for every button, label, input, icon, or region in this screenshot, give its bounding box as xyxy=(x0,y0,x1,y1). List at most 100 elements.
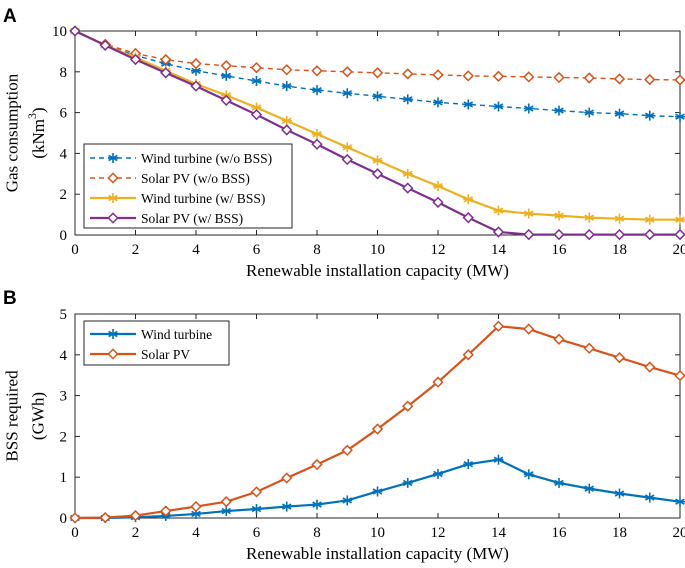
x-tick-label: 0 xyxy=(71,242,79,258)
data-point xyxy=(492,226,505,238)
data-point xyxy=(554,477,564,488)
panel-letter: A xyxy=(3,6,17,27)
x-tick-label: 6 xyxy=(253,525,261,541)
data-point xyxy=(462,70,474,82)
series-line xyxy=(74,30,681,118)
series-solar-pv xyxy=(69,320,685,524)
data-point xyxy=(311,458,323,471)
data-point xyxy=(402,168,413,179)
data-point xyxy=(190,500,202,513)
y-tick-label: 4 xyxy=(60,348,68,364)
data-point xyxy=(220,60,232,72)
data-point xyxy=(584,212,595,223)
data-point xyxy=(644,214,655,225)
data-point xyxy=(675,111,685,122)
data-point xyxy=(402,68,414,80)
x-axis-label: Renewable installation capacity (MW) xyxy=(246,261,509,280)
legend-marker xyxy=(107,212,119,224)
data-point xyxy=(129,53,142,66)
y-tick-label: 2 xyxy=(60,429,68,445)
data-point xyxy=(250,62,263,74)
x-tick-label: 14 xyxy=(491,525,507,541)
data-point xyxy=(492,70,505,82)
data-point xyxy=(675,496,685,507)
data-point xyxy=(492,320,505,332)
x-tick-label: 8 xyxy=(313,242,321,258)
data-point xyxy=(69,512,81,524)
data-point xyxy=(69,25,81,37)
data-point xyxy=(614,108,625,119)
data-point xyxy=(432,196,444,209)
data-point xyxy=(523,323,535,335)
data-point xyxy=(281,81,292,92)
data-point xyxy=(584,107,595,118)
data-point xyxy=(433,181,443,192)
data-point xyxy=(99,39,111,51)
x-tick-label: 2 xyxy=(132,242,140,258)
data-point xyxy=(221,70,232,81)
y-axis-unit: (GWh) xyxy=(29,392,48,440)
data-point xyxy=(674,74,685,86)
legend: Wind turbine (w/o BSS) Solar PV (w/o BSS)… xyxy=(83,143,293,229)
x-tick-label: 20 xyxy=(673,242,685,258)
x-tick-label: 16 xyxy=(552,525,568,541)
y-tick-label: 3 xyxy=(60,389,68,405)
data-point xyxy=(613,351,626,364)
legend-marker xyxy=(108,329,118,339)
legend-marker xyxy=(108,153,118,163)
data-point xyxy=(614,488,625,499)
y-tick-label: 4 xyxy=(60,146,68,162)
data-point xyxy=(644,228,656,241)
y-axis-label: Gas consumption xyxy=(3,73,22,192)
data-point xyxy=(129,509,142,522)
y-tick-label: 10 xyxy=(52,24,67,40)
data-point xyxy=(160,505,172,517)
data-point xyxy=(312,499,322,510)
data-point xyxy=(312,85,322,96)
data-point xyxy=(644,73,656,86)
data-point xyxy=(553,71,565,84)
data-point xyxy=(281,472,293,484)
data-point xyxy=(281,501,292,512)
data-point xyxy=(584,483,595,494)
y-tick-label: 6 xyxy=(60,106,68,122)
data-point xyxy=(462,211,474,224)
data-point xyxy=(644,361,656,373)
data-point xyxy=(583,342,595,354)
data-point xyxy=(462,349,474,361)
data-point xyxy=(644,110,655,121)
data-point xyxy=(523,469,534,480)
data-point xyxy=(250,108,263,121)
legend-label: Solar PV (w/o BSS) xyxy=(141,171,250,186)
data-point xyxy=(463,99,474,110)
data-point xyxy=(675,214,685,225)
data-point xyxy=(342,88,353,99)
x-tick-label: 12 xyxy=(431,242,446,258)
data-point xyxy=(553,333,565,345)
data-point xyxy=(433,97,443,108)
y-axis-unit: (kNm3) xyxy=(25,107,48,158)
data-point xyxy=(554,105,564,116)
series-solar-pv-w-bss- xyxy=(69,25,685,241)
data-point xyxy=(644,492,655,503)
data-point xyxy=(402,94,413,105)
legend-label: Wind turbine (w/ BSS) xyxy=(141,191,265,206)
panel-a: A 0 2 4 6 8 10 12 14 16 18 20 0 2 4 6 8 10 Renewable insta… xyxy=(3,6,685,280)
data-point xyxy=(493,101,504,112)
data-point xyxy=(463,194,474,205)
data-point xyxy=(281,64,293,76)
data-point xyxy=(160,67,172,79)
data-point xyxy=(220,496,232,508)
data-point xyxy=(523,71,535,83)
data-point xyxy=(493,454,504,465)
data-point xyxy=(613,228,626,241)
legend-label: Wind turbine xyxy=(141,327,212,342)
legend-label: Solar PV (w/ BSS) xyxy=(141,211,243,226)
y-tick-label: 8 xyxy=(60,65,68,81)
data-point xyxy=(311,138,323,150)
y-axis-label: BSS required xyxy=(3,370,22,462)
y-tick-label: 5 xyxy=(60,307,68,323)
legend-marker xyxy=(108,193,118,203)
